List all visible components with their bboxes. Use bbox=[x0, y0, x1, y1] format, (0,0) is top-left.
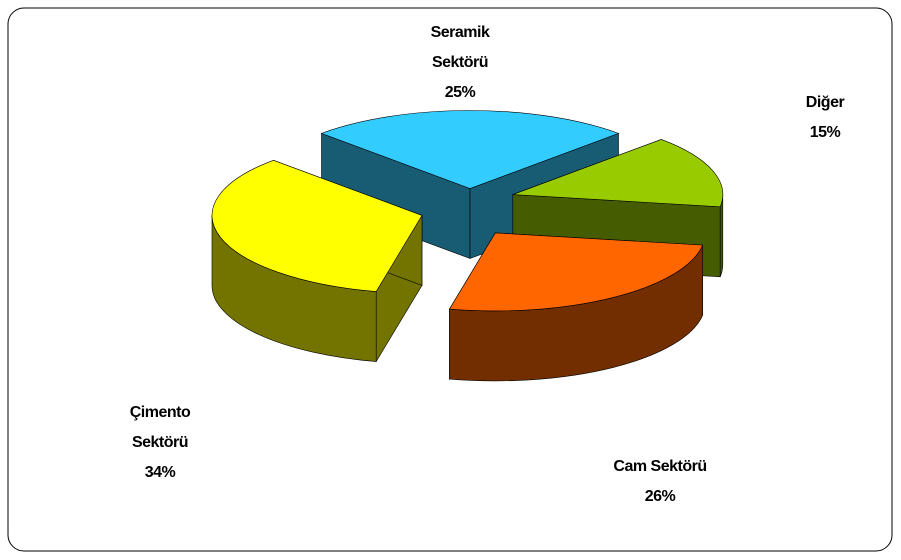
data-label: Cam Sektörü 26% bbox=[560, 452, 760, 512]
category-label: Cam Sektörü bbox=[613, 458, 707, 475]
slice-side bbox=[719, 194, 724, 277]
category-label: Seramik Sektörü bbox=[430, 24, 490, 71]
value-label: 26% bbox=[644, 488, 676, 505]
category-label: Çimento Sektörü bbox=[129, 404, 191, 451]
slice-top bbox=[320, 110, 620, 189]
value-label: 25% bbox=[444, 84, 476, 101]
data-label: Diğer 15% bbox=[770, 88, 880, 148]
slice-top bbox=[512, 139, 724, 208]
slice-top bbox=[211, 159, 423, 292]
slice-top bbox=[448, 232, 704, 312]
data-label: Çimento Sektörü 34% bbox=[105, 398, 215, 488]
category-label: Diğer bbox=[805, 94, 845, 111]
pie-slice bbox=[211, 159, 423, 363]
pie-slice bbox=[448, 231, 704, 382]
value-label: 34% bbox=[144, 464, 176, 481]
value-label: 15% bbox=[809, 124, 841, 141]
data-label: Seramik Sektörü 25% bbox=[405, 18, 515, 108]
